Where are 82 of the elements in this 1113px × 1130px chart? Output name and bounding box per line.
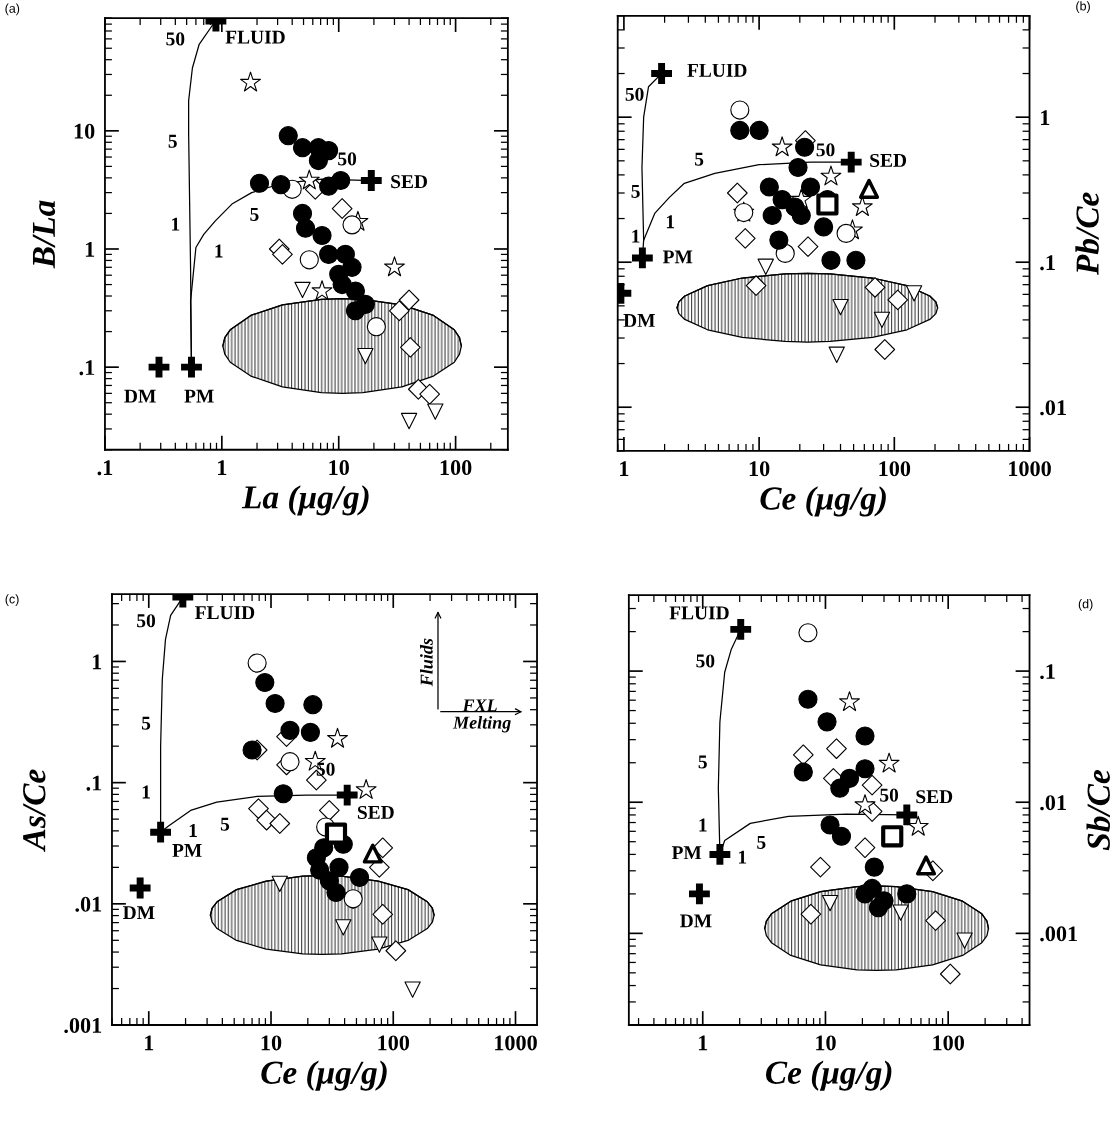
y-axis-title: B/La <box>32 200 56 269</box>
annotation: DM <box>623 314 655 327</box>
annotation: 50 <box>137 614 156 628</box>
y-tick-label: .01 <box>1040 795 1066 811</box>
annotation: DM <box>123 906 155 919</box>
annotation: 5 <box>141 716 151 730</box>
annotation: PM <box>172 844 202 857</box>
annotation: SED <box>391 175 428 189</box>
text: (d) <box>1078 599 1093 611</box>
y-tick-label: .01 <box>1040 400 1066 416</box>
annotation: FLUID <box>195 606 255 620</box>
x-tick-label: 1 <box>144 1035 154 1051</box>
y-axis-title: As/Ce <box>23 769 46 853</box>
x-tick-label: 100 <box>879 461 911 477</box>
annotation: 5 <box>220 817 230 831</box>
x-tick-label: 100 <box>378 1035 410 1051</box>
x-tick-label: 10 <box>329 460 349 476</box>
y-tick-label: .1 <box>79 360 95 376</box>
annotation: FXL <box>462 699 497 712</box>
y-tick-label: .1 <box>86 775 102 791</box>
annotation: 5 <box>250 208 259 221</box>
annotation: 1 <box>172 217 180 231</box>
x-axis-title: Ce (μg/g) <box>261 1060 387 1091</box>
y-tick-label: .01 <box>75 896 102 912</box>
annotation: 5 <box>698 755 707 769</box>
annotation: 50 <box>625 87 644 101</box>
x-axis-title: Ce (μg/g) <box>760 486 886 517</box>
text: (b) <box>1076 1 1090 13</box>
annotation: Melting <box>452 716 511 733</box>
annotation: 50 <box>166 32 185 46</box>
annotation: PM <box>184 389 214 403</box>
text: (a) <box>5 3 20 16</box>
x-axis-title: La (μg/g) <box>241 485 369 516</box>
annotation: DM <box>124 389 156 403</box>
annotation: FLUID <box>225 30 285 44</box>
annotation: PM <box>671 846 702 860</box>
annotation: 5 <box>631 184 640 198</box>
x-axis-title: Ce (μg/g) <box>765 1060 892 1091</box>
annotation: DM <box>680 914 712 928</box>
x-tick-label: 100 <box>440 460 472 476</box>
annotation: 5 <box>757 835 766 849</box>
annotation: 1 <box>142 785 150 799</box>
y-tick-label: .001 <box>1040 926 1077 942</box>
text: (c) <box>5 594 19 606</box>
x-tick-label: 10 <box>816 1035 836 1051</box>
annotation: 50 <box>338 152 357 166</box>
annotation: 1 <box>666 215 675 229</box>
x-tick-label: .1 <box>97 460 113 476</box>
annotation: SED <box>870 153 907 167</box>
y-tick-label: 1 <box>1041 110 1050 125</box>
x-tick-label: 1000 <box>1009 461 1051 477</box>
x-tick-label: 1 <box>218 460 227 475</box>
annotation: Fluids <box>420 638 433 687</box>
annotation: PM <box>662 250 693 264</box>
y-tick-label: 1 <box>85 242 95 257</box>
x-tick-label: 1 <box>620 461 629 477</box>
annotation: 5 <box>695 152 704 166</box>
annotation: 50 <box>696 654 715 668</box>
annotation: 1 <box>189 824 197 837</box>
annotation: 50 <box>816 143 835 157</box>
annotation: 1 <box>215 244 223 258</box>
y-tick-label: .1 <box>1040 664 1055 680</box>
y-axis-title: Sb/Ce <box>1086 770 1110 851</box>
x-tick-label: 10 <box>261 1035 282 1051</box>
x-tick-label: 1 <box>698 1035 708 1051</box>
annotation: FLUID <box>669 606 729 620</box>
x-tick-label: 100 <box>933 1035 965 1051</box>
annotation: 1 <box>699 818 707 832</box>
x-tick-label: 1000 <box>495 1035 537 1051</box>
annotation: 5 <box>168 134 177 148</box>
y-tick-label: 10 <box>74 123 95 139</box>
y-tick-label: 1 <box>92 654 102 670</box>
annotation: FLUID <box>687 63 747 77</box>
y-tick-label: .1 <box>1040 255 1055 271</box>
y-tick-label: .001 <box>64 1017 102 1034</box>
annotation: 1 <box>738 850 747 864</box>
y-axis-title: Pb/Ce <box>1075 192 1099 276</box>
annotation: SED <box>357 805 394 819</box>
x-tick-label: 10 <box>749 461 770 477</box>
annotation: 1 <box>632 229 640 243</box>
annotation: SED <box>916 790 953 804</box>
annotation: 50 <box>880 788 899 802</box>
